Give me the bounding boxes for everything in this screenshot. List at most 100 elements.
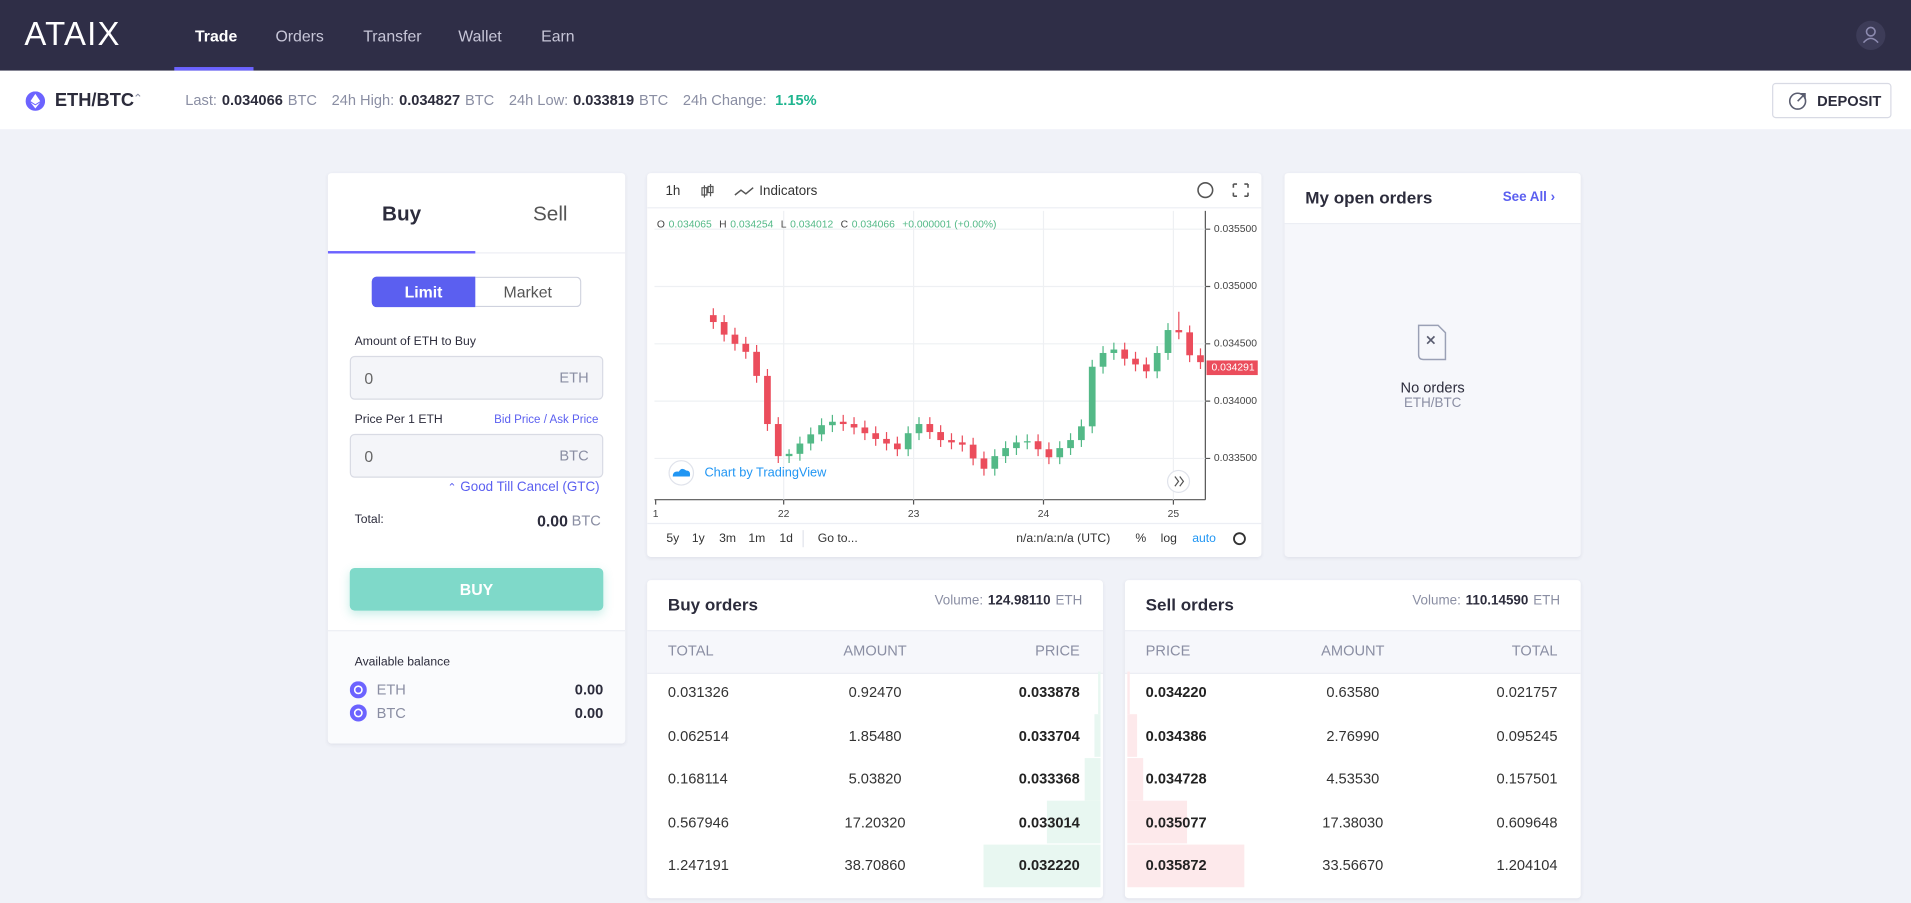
depth-bar	[1084, 757, 1101, 801]
depth-bar	[1094, 714, 1101, 757]
candle-body	[1088, 366, 1096, 427]
candle-body	[1034, 441, 1042, 450]
order-cell[interactable]: 0.609648	[1496, 813, 1558, 831]
stat-value: 0.033819	[573, 91, 635, 109]
order-cell[interactable]: 33.56670	[1322, 856, 1384, 874]
see-all-link[interactable]: See All ›	[1502, 190, 1556, 205]
order-cell[interactable]: 0.033704	[1018, 726, 1080, 745]
balance-title: Available balance	[354, 655, 450, 670]
buy-button[interactable]: BUY	[349, 567, 604, 611]
y-tick-label: 0.034500	[1214, 339, 1257, 350]
interval[interactable]: 1h	[665, 183, 680, 198]
coin-icon-mark	[353, 708, 363, 718]
gtc-toggle[interactable]: ⌃ Good Till Cancel (GTC)	[447, 480, 600, 495]
tab-divider	[327, 252, 626, 254]
fullscreen-icon[interactable]	[1232, 183, 1249, 198]
candle-body	[1121, 349, 1129, 359]
order-cell[interactable]: 1.247191	[667, 856, 729, 874]
order-cell[interactable]: 38.70860	[844, 856, 906, 874]
scale-option[interactable]: %	[1135, 531, 1146, 545]
nav-link[interactable]: Trade	[195, 26, 238, 46]
logo[interactable]: ATAIX	[24, 15, 121, 53]
indicators[interactable]: Indicators	[759, 183, 817, 198]
candle-body	[883, 438, 890, 444]
order-cell[interactable]: 0.032220	[1018, 856, 1080, 874]
order-cell[interactable]: 0.035872	[1145, 856, 1207, 874]
limit-toggle[interactable]: Limit	[371, 276, 476, 308]
range-button[interactable]: 5y	[666, 531, 680, 545]
x-tick-label: 25	[1168, 509, 1180, 520]
volume-unit: ETH	[1533, 593, 1560, 609]
order-cell[interactable]: 0.034728	[1145, 770, 1207, 788]
nav-link[interactable]: Transfer	[363, 26, 422, 46]
order-cell[interactable]: 17.20320	[844, 813, 906, 831]
legend-key: O	[657, 219, 665, 230]
scroll-arrow[interactable]	[1174, 476, 1185, 487]
order-cell[interactable]: 0.034386	[1145, 726, 1207, 745]
column-header: TOTAL	[667, 642, 714, 660]
volume-label: Volume:	[934, 593, 984, 609]
candle-type-icon[interactable]	[701, 184, 714, 198]
range-button[interactable]: 3m	[719, 531, 736, 545]
sell-tab[interactable]: Sell	[532, 202, 568, 226]
goto[interactable]: Go to...	[818, 531, 858, 545]
legend-key: C	[841, 219, 849, 230]
order-cell[interactable]: 0.168114	[667, 770, 728, 788]
amount-input[interactable]: 0 ETH	[349, 355, 604, 400]
candle-body	[1078, 426, 1085, 441]
nav-link[interactable]: Orders	[275, 26, 324, 46]
order-cell[interactable]: 5.03820	[848, 770, 902, 788]
attribution[interactable]: Chart by TradingView	[704, 464, 827, 479]
settings-icon[interactable]	[1197, 182, 1214, 199]
buy-tab[interactable]: Buy	[382, 202, 422, 226]
order-cell[interactable]: 0.92470	[848, 683, 902, 701]
pair[interactable]: ETH/BTC	[54, 90, 135, 111]
order-cell[interactable]: 0.035077	[1145, 813, 1207, 831]
order-cell[interactable]: 4.53530	[1326, 770, 1380, 788]
scale-option[interactable]: log	[1161, 531, 1177, 545]
volume-unit: ETH	[1055, 593, 1083, 609]
order-cell[interactable]: 0.062514	[667, 726, 729, 745]
candle-body	[991, 456, 999, 469]
scale-option[interactable]: auto	[1192, 531, 1216, 545]
candle-body	[1132, 358, 1139, 365]
chart-settings[interactable]	[1233, 532, 1246, 546]
stat-value: 0.034827	[399, 91, 461, 109]
order-cell[interactable]: 0.567946	[667, 813, 729, 831]
order-cell[interactable]: 0.021757	[1496, 683, 1558, 701]
indicators-icon[interactable]	[734, 187, 754, 196]
order-cell[interactable]: 0.095245	[1496, 726, 1558, 745]
amount-unit: ETH	[559, 369, 589, 387]
nav-link[interactable]: Earn	[541, 26, 575, 46]
range-button[interactable]: 1y	[692, 531, 706, 545]
order-cell[interactable]: 0.033368	[1018, 770, 1080, 788]
order-cell[interactable]: 0.031326	[667, 683, 729, 701]
order-cell[interactable]: 0.034220	[1145, 683, 1207, 701]
order-cell[interactable]: 17.38030	[1322, 813, 1384, 831]
candle-body	[1153, 352, 1161, 372]
caret[interactable]: ⌃	[132, 92, 144, 107]
bid-ask-link[interactable]: Bid Price / Ask Price	[494, 413, 599, 427]
order-cell[interactable]: 0.033014	[1018, 813, 1080, 831]
avatar[interactable]	[1855, 20, 1887, 52]
range-button[interactable]: 1d	[779, 531, 793, 545]
empty-pair: ETH/BTC	[1403, 396, 1462, 411]
nav-link[interactable]: Wallet	[458, 26, 502, 46]
column-header: AMOUNT	[1321, 642, 1385, 660]
price-input[interactable]: 0 BTC	[349, 433, 604, 478]
see-all-label: See All	[1502, 190, 1547, 205]
order-cell[interactable]: 2.76990	[1326, 726, 1380, 745]
depth-bar	[1127, 670, 1130, 714]
market-toggle[interactable]: Market	[475, 276, 582, 308]
tradingview-cloud[interactable]	[672, 468, 691, 477]
order-cell[interactable]: 0.033878	[1018, 683, 1080, 701]
range-button[interactable]: 1m	[748, 531, 765, 545]
deposit-button[interactable]: DEPOSIT	[1772, 82, 1892, 119]
order-cell[interactable]: 1.85480	[848, 726, 902, 745]
order-cell[interactable]: 0.63580	[1326, 683, 1380, 701]
order-cell[interactable]: 0.157501	[1496, 770, 1558, 788]
order-cell[interactable]: 1.204104	[1496, 856, 1558, 874]
candle-body	[1067, 440, 1074, 449]
stat-label: 24h High:	[331, 91, 395, 109]
